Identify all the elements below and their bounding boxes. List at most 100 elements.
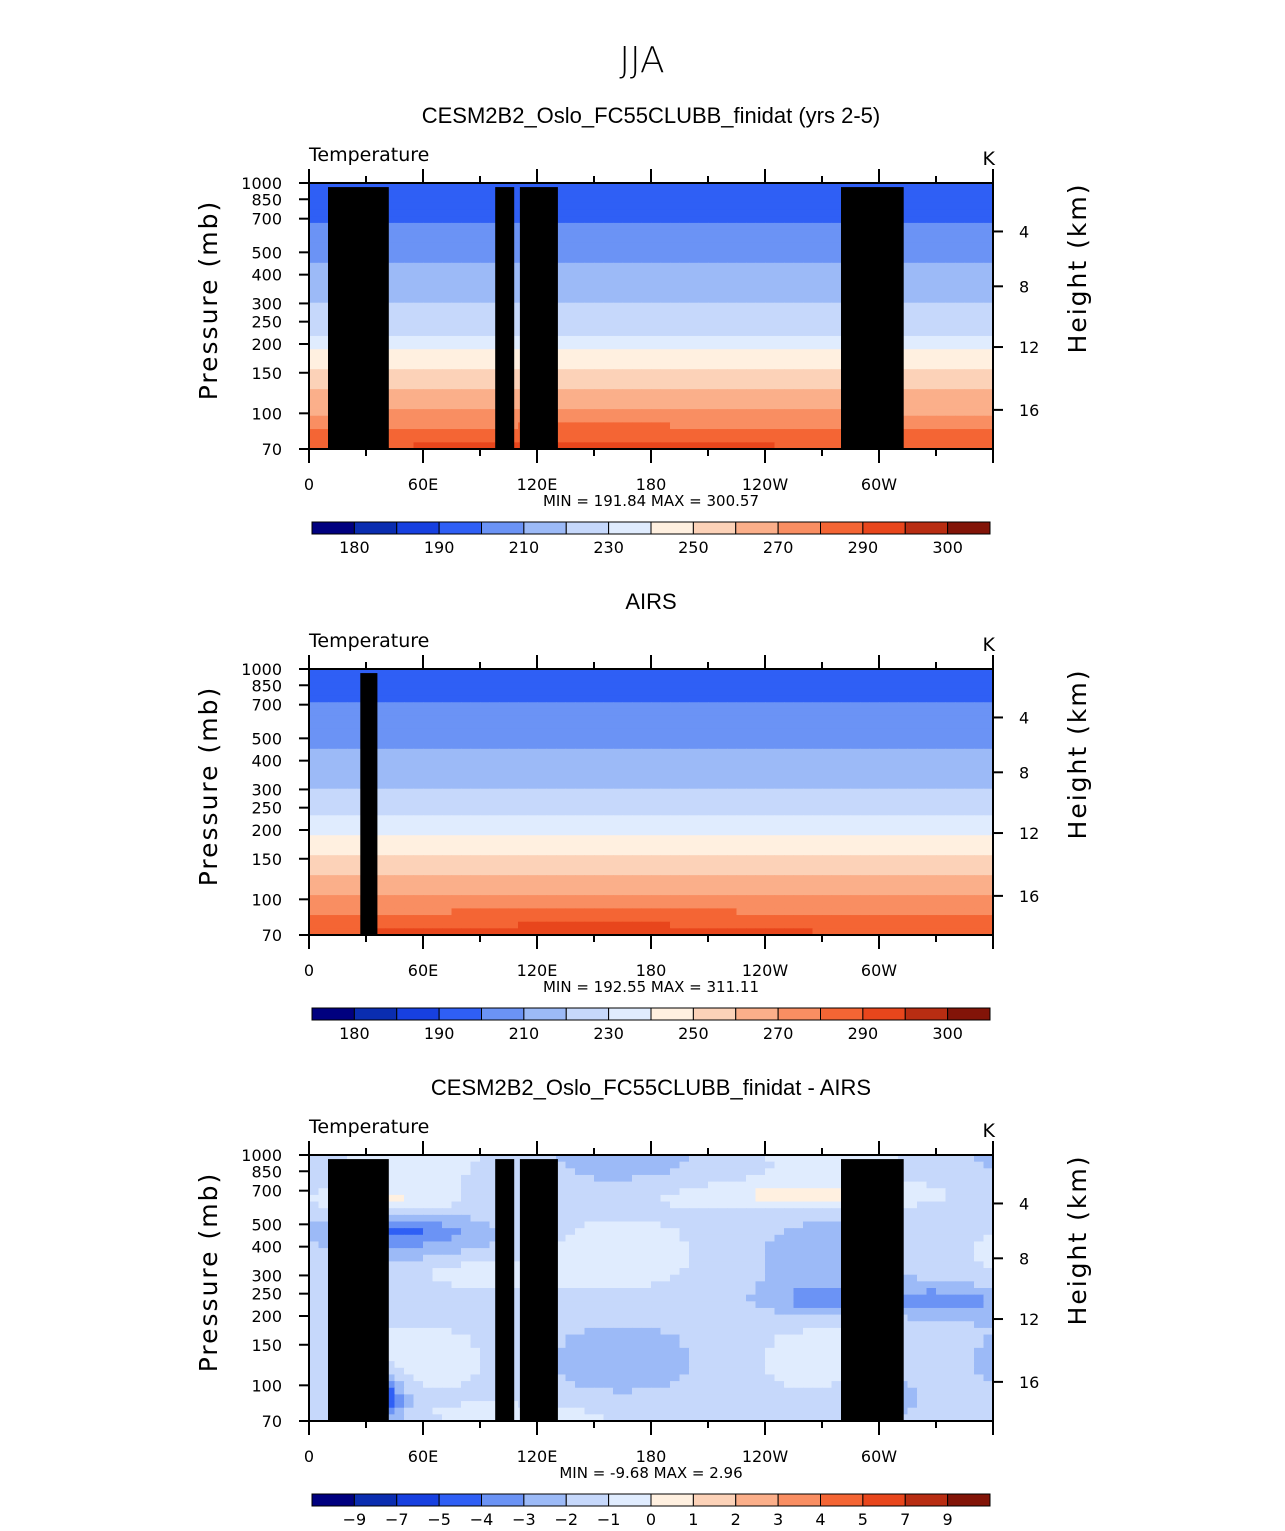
field-cell [394,848,405,856]
field-cell [518,715,529,723]
field-cell [594,795,605,803]
field-cell [622,389,633,397]
field-cell [945,395,956,404]
field-cell [461,415,472,423]
field-cell [689,442,700,450]
field-cell [964,788,975,796]
field-cell [689,762,700,770]
field-cell [385,429,396,437]
field-cell [470,349,481,357]
field-cell [945,183,956,191]
field-cell [489,276,500,284]
field-cell [632,435,643,443]
field-cell [575,389,586,397]
field-cell [945,735,956,743]
field-cell [480,815,491,823]
field-cell [822,236,833,244]
field-cell [432,762,443,770]
field-cell [708,269,719,277]
field-cell [584,382,595,390]
field-cell [442,848,453,856]
field-cell [660,708,671,717]
field-cell [385,269,396,277]
field-cell [613,355,624,364]
field-cell [603,189,614,197]
field-cell [727,335,738,344]
field-cell [945,702,956,710]
field-cell [698,262,709,271]
field-cell [432,229,443,237]
field-cell [727,808,738,816]
field-cell [974,316,985,324]
field-cell [717,276,728,284]
field-cell [461,222,472,231]
field-cell [603,342,614,350]
field-cell [641,322,652,330]
field-cell [651,821,662,830]
field-cell [499,675,510,683]
field-cell [936,349,947,357]
field-cell [394,242,405,251]
field-cell [774,242,785,251]
field-cell [926,429,937,437]
field-cell [755,782,766,790]
field-cell [746,728,757,737]
field-cell [613,322,624,330]
field-cell [689,335,700,344]
field-cell [537,828,548,836]
field-cell [689,349,700,357]
field-cell [632,229,643,237]
field-cell [727,442,738,450]
field-cell [527,708,538,717]
field-cell [831,775,842,783]
field-cell [584,675,595,683]
field-cell [831,262,842,271]
field-cell [727,189,738,197]
field-cell [423,702,434,710]
field-cell [945,808,956,816]
field-cell [309,289,320,297]
field-cell [717,262,728,271]
field-cell [404,242,415,251]
field-cell [793,262,804,271]
field-cell [480,329,491,337]
field-cell [936,848,947,856]
field-cell [793,229,804,237]
field-cell [784,742,795,750]
field-cell [689,382,700,390]
field-cell [936,329,947,337]
field-cell [632,702,643,710]
field-cell [689,695,700,703]
field-cell [489,795,500,803]
field-cell [936,183,947,191]
field-cell [641,722,652,730]
field-cell [841,675,852,683]
field-cell [432,728,443,737]
field-cell [556,309,567,317]
y-tick-label-pressure: 70 [262,440,282,459]
field-cell [698,755,709,763]
field-cell [736,302,747,310]
field-cell [746,828,757,836]
field-cell [822,841,833,850]
field-cell [983,329,994,337]
field-cell [499,742,510,750]
field-cell [670,821,681,830]
field-cell [347,695,358,703]
field-cell [651,795,662,803]
field-cell [575,775,586,783]
field-cell [755,821,766,830]
field-cell [670,236,681,244]
field-cell [822,735,833,743]
field-cell [831,409,842,417]
field-cell [584,422,595,430]
field-cell [812,835,823,843]
field-cell [347,848,358,856]
field-cell [936,409,947,417]
field-cell [765,735,776,743]
field-cell [955,302,966,310]
field-cell [746,335,757,344]
field-cell [736,362,747,370]
field-cell [632,302,643,310]
field-cell [755,748,766,757]
